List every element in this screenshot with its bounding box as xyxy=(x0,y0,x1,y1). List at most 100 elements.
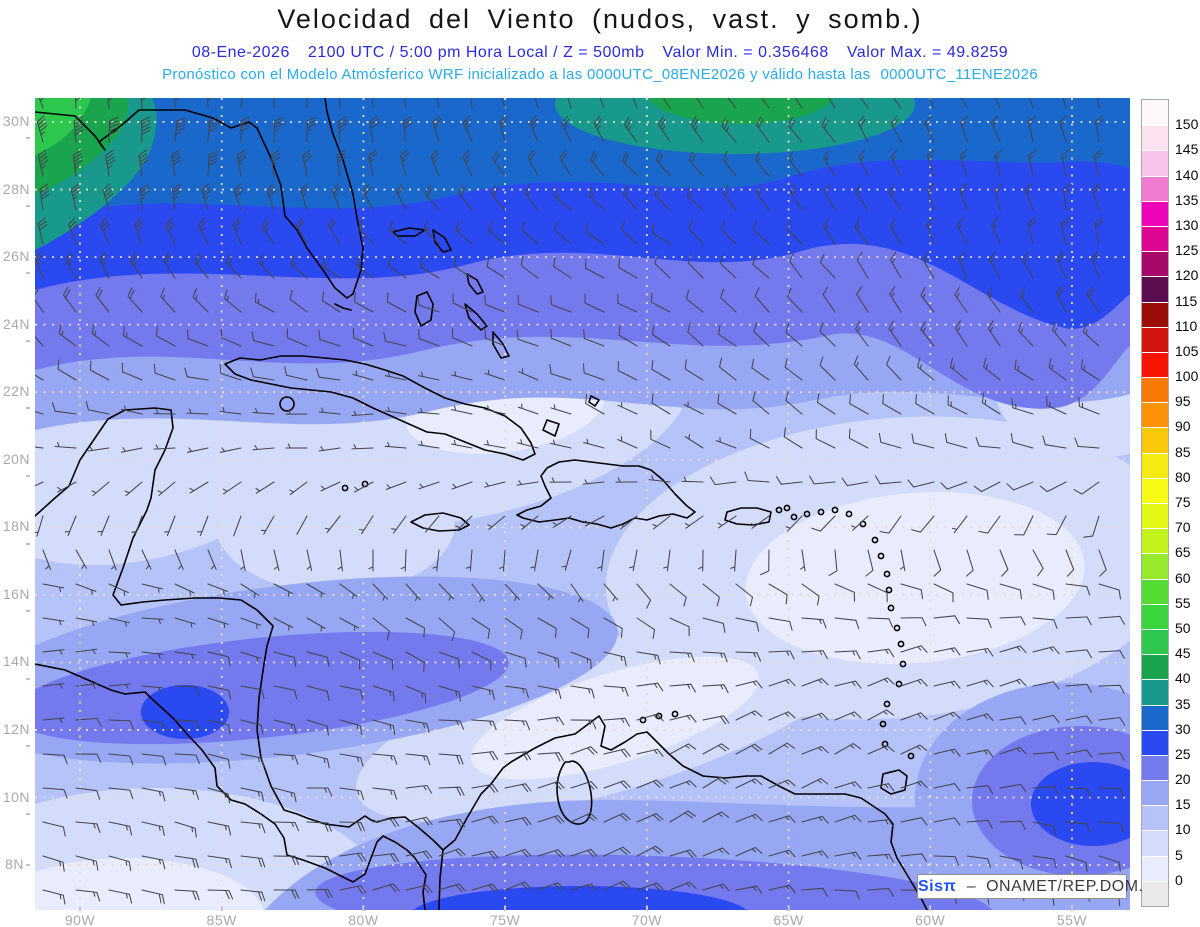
colorbar-tick-label: 135 xyxy=(1175,191,1199,208)
colorbar-tick-label: 10 xyxy=(1175,821,1191,838)
colorbar-tick-label: 15 xyxy=(1175,796,1191,813)
valid-date: 08-Ene-2026 xyxy=(191,44,290,61)
colorbar-tick-label: 110 xyxy=(1175,317,1198,334)
colorbar-tick-label: 140 xyxy=(1175,166,1199,183)
colorbar-swatch xyxy=(1142,880,1168,906)
model-info-line: Pronóstico con el Modelo Atmósferico WRF… xyxy=(0,66,1200,83)
colorbar-swatch xyxy=(1142,326,1168,352)
colorbar-swatch xyxy=(1142,603,1168,629)
watermark-separator: – xyxy=(966,878,976,895)
lon-tick-label: 70W xyxy=(617,907,677,927)
colorbar-swatch xyxy=(1142,553,1168,579)
lat-tick-label: 24N xyxy=(0,316,30,348)
colorbar-tick-label: 105 xyxy=(1175,342,1199,359)
colorbar-swatch xyxy=(1142,276,1168,302)
colorbar-tick-label: 70 xyxy=(1175,519,1191,536)
colorbar-legend xyxy=(1141,99,1169,907)
colorbar-swatch xyxy=(1142,679,1168,705)
colorbar-swatch xyxy=(1142,830,1168,856)
value-max: Valor Max. = 49.8259 xyxy=(846,44,1009,61)
lon-tick-label: 90W xyxy=(50,907,110,927)
lon-tick-label: 80W xyxy=(333,907,393,927)
colorbar-tick-label: 100 xyxy=(1175,368,1199,385)
colorbar-swatch xyxy=(1142,377,1168,403)
lon-tick-label: 75W xyxy=(475,907,535,927)
colorbar-tick-label: 20 xyxy=(1175,771,1191,788)
colorbar-swatch xyxy=(1142,427,1168,453)
colorbar-swatch xyxy=(1142,175,1168,201)
colorbar-tick-label: 35 xyxy=(1175,695,1191,712)
colorbar-swatch xyxy=(1142,805,1168,831)
colorbar-swatch xyxy=(1142,855,1168,881)
colorbar-swatch xyxy=(1142,628,1168,655)
colorbar-swatch xyxy=(1142,150,1168,176)
lat-tick-label: 10N xyxy=(0,789,30,821)
colorbar-tick-label: 130 xyxy=(1175,216,1199,233)
lat-tick-label: 30N xyxy=(0,113,30,145)
colorbar-swatch xyxy=(1142,125,1168,151)
colorbar-tick-label: 60 xyxy=(1175,569,1191,586)
lat-tick-label: 20N xyxy=(0,451,30,483)
colorbar-swatch xyxy=(1142,754,1168,781)
watermark-org: ONAMET/REP.DOM. xyxy=(986,878,1144,895)
colorbar-tick-label: 25 xyxy=(1175,745,1191,762)
colorbar-tick-label: 0 xyxy=(1175,871,1183,888)
watermark-badge: Sisπ – ONAMET/REP.DOM. xyxy=(917,874,1143,899)
colorbar-tick-label: 150 xyxy=(1175,116,1199,133)
wind-speed-shading xyxy=(35,98,1130,910)
lat-tick-label: 28N xyxy=(0,181,30,213)
colorbar-swatch xyxy=(1142,351,1168,378)
colorbar-tick-label: 55 xyxy=(1175,594,1191,611)
wind-barbs xyxy=(35,98,1126,907)
colorbar-swatch xyxy=(1142,780,1168,806)
page-title: Velocidad del Viento (nudos, vast. y som… xyxy=(277,4,923,34)
colorbar-swatch xyxy=(1142,251,1168,277)
colorbar-tick-label: 30 xyxy=(1175,720,1191,737)
colorbar-tick-label: 90 xyxy=(1175,418,1191,435)
lat-tick-label: 26N xyxy=(0,248,30,280)
colorbar-tick-label: 120 xyxy=(1175,267,1199,284)
colorbar-tick-label: 65 xyxy=(1175,544,1191,561)
colorbar-tick-label: 5 xyxy=(1175,846,1183,863)
lon-tick-label: 65W xyxy=(759,907,819,927)
colorbar-swatch xyxy=(1142,225,1168,252)
colorbar-swatch xyxy=(1142,528,1168,554)
lat-tick-label: 8N xyxy=(0,856,30,872)
colorbar-swatch xyxy=(1142,654,1168,680)
colorbar-tick-label: 95 xyxy=(1175,393,1191,410)
colorbar-tick-label: 40 xyxy=(1175,670,1191,687)
colorbar-swatch xyxy=(1142,704,1168,730)
lat-tick-label: 14N xyxy=(0,653,30,685)
wind-map-svg xyxy=(35,98,1130,910)
colorbar-tick-label: 145 xyxy=(1175,141,1199,158)
lat-tick-label: 16N xyxy=(0,586,30,618)
valid-time-level: 2100 UTC / 5:00 pm Hora Local / Z = 500m… xyxy=(307,44,645,61)
colorbar-swatch xyxy=(1142,452,1168,478)
colorbar-swatch xyxy=(1142,503,1168,529)
model-valid-until: 0000UTC_11ENE2026 xyxy=(880,66,1038,83)
model-info-text: Pronóstico con el Modelo Atmósferico WRF… xyxy=(162,66,871,83)
colorbar-swatch xyxy=(1142,477,1168,503)
valid-time-line: 08-Ene-2026 2100 UTC / 5:00 pm Hora Local… xyxy=(0,44,1200,62)
map-plot-area xyxy=(35,98,1130,910)
value-min: Valor Min. = 0.356468 xyxy=(662,44,829,61)
colorbar-swatch xyxy=(1142,200,1168,226)
lon-tick-label: 60W xyxy=(900,907,960,927)
lat-tick-label: 12N xyxy=(0,721,30,753)
colorbar-swatch xyxy=(1142,402,1168,428)
lat-tick-label: 22N xyxy=(0,383,30,415)
colorbar-tick-label: 125 xyxy=(1175,242,1199,259)
colorbar-tick-label: 75 xyxy=(1175,494,1191,510)
colorbar-tick-label: 45 xyxy=(1175,645,1191,662)
colorbar-swatch xyxy=(1142,100,1168,126)
lat-tick-label: 18N xyxy=(0,518,30,550)
watermark-brand: Sisπ xyxy=(918,878,957,895)
colorbar-tick-label: 85 xyxy=(1175,443,1191,460)
colorbar-tick-label: 80 xyxy=(1175,468,1191,485)
colorbar-tick-label: 115 xyxy=(1175,292,1198,309)
colorbar-swatch xyxy=(1142,578,1168,604)
colorbar-swatch xyxy=(1142,729,1168,755)
colorbar-tick-label: 50 xyxy=(1175,619,1191,636)
lon-tick-label: 85W xyxy=(192,907,252,927)
